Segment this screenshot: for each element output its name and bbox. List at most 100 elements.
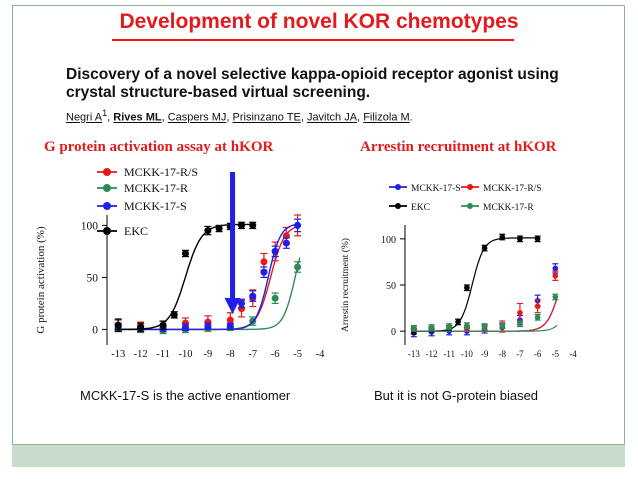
gprotein-mckk-17-s-point: [260, 268, 268, 276]
author-superscript: 1: [102, 108, 108, 118]
highlight-arrow-head: [224, 298, 241, 314]
arrestin-legend-ekc: [389, 203, 407, 209]
author-link[interactable]: Negri A: [66, 111, 103, 124]
gprotein-ekc-point: [159, 321, 167, 329]
arrestin-ekc-point: [464, 284, 470, 291]
gprotein-mckk-17-r-point: [271, 294, 279, 302]
gprotein-mckk-17-r-s-point: [238, 305, 246, 313]
arrestin-legend-mckk-17-r-marker: [467, 203, 473, 209]
arrestin-mckk-17-r-curve: [411, 324, 558, 332]
arrestin-mckk-17-r-point: [534, 314, 541, 321]
gprotein-x-tick-label: -12: [134, 349, 148, 360]
gprotein-mckk-17-r-s-point: [260, 258, 268, 266]
arrestin-ekc-curve: [411, 237, 541, 332]
arrestin-x-tick-label: -8: [499, 349, 507, 359]
arrestin-x-tick-label: -13: [408, 349, 420, 359]
gprotein-y-tick-label: 0: [92, 324, 98, 336]
author-link[interactable]: Rives ML: [113, 111, 162, 124]
gprotein-y-tick-label: 100: [81, 220, 99, 232]
gprotein-legend-mckk-17-r-s-marker: [103, 168, 111, 176]
gprotein-x-tick-label: -9: [204, 349, 213, 360]
gprotein-x-tick-label: -13: [111, 349, 125, 360]
right-caption: But it is not G-protein biased: [374, 388, 539, 403]
arrestin-mckk-17-s-point: [552, 265, 559, 272]
gprotein-mckk-17-s-point: [238, 299, 246, 307]
arrestin-mckk-17-r-point: [552, 294, 559, 300]
arrestin-mckk-17-r-s-point: [552, 272, 559, 279]
arrestin-legend-mckk-17-r: [461, 203, 479, 209]
arrestin-x-tick-label: -9: [481, 349, 489, 359]
arrestin-legend-mckk-17-r-s-marker: [467, 184, 473, 190]
gprotein-legend-mckk-17-s-marker: [103, 202, 111, 210]
arrestin-ekc-point: [517, 236, 523, 242]
gprotein-legend-mckk-17-s-label: MCKK-17-S: [124, 199, 187, 213]
gprotein-legend-ekc-label: EKC: [124, 224, 148, 238]
author-link[interactable]: Caspers MJ: [167, 111, 227, 124]
author-link[interactable]: Javitch JA: [306, 111, 358, 124]
arrestin-legend-mckk-17-r-label: MCKK-17-R: [483, 203, 534, 213]
arrestin-x-tick-label: -10: [461, 349, 473, 359]
arrestin-ekc-point: [534, 236, 541, 242]
gprotein-x-tick-label: -11: [156, 349, 170, 360]
arrestin-legend-ekc-label: EKC: [411, 203, 430, 213]
arrestin-x-tick-label: -12: [426, 349, 438, 359]
arrestin-ekc-point: [481, 245, 488, 251]
arrestin-mckk-17-r-s-point: [534, 303, 541, 310]
gprotein-mckk-17-s-point: [294, 221, 302, 229]
author-link[interactable]: Filizola M: [363, 111, 410, 124]
arrestin-legend-mckk-17-s-marker: [395, 184, 401, 190]
arrestin-y-axis-label: Arrestin recruitment (%): [340, 238, 351, 332]
arrestin-mckk-17-r-point: [446, 323, 453, 330]
gprotein-legend-mckk-17-r-s: [97, 168, 117, 176]
arrestin-y-tick-label: 0: [391, 327, 396, 338]
arrestin-legend-mckk-17-s: [389, 184, 407, 190]
gprotein-legend-ekc: [97, 227, 117, 235]
gprotein-mckk-17-s-curve: [114, 223, 300, 331]
footer-band: [12, 444, 625, 467]
author-link[interactable]: Prisinzano TE: [232, 111, 301, 124]
gprotein-mckk-17-s-point: [226, 322, 234, 330]
gprotein-legend-mckk-17-r-label: MCKK-17-R: [124, 181, 188, 195]
gprotein-mckk-17-r-s-curve: [114, 225, 300, 331]
arrestin-mckk-17-r-point: [481, 323, 488, 330]
gprotein-x-tick-label: -10: [178, 349, 192, 360]
gprotein-ekc-point: [114, 321, 122, 329]
paper-title: Discovery of a novel selective kappa-opi…: [66, 66, 559, 101]
gprotein-ekc-point: [249, 221, 257, 229]
gprotein-x-tick-label: -6: [271, 349, 280, 360]
gprotein-mckk-17-r-s-point: [226, 316, 234, 324]
arrestin-mckk-17-r-point: [499, 322, 506, 329]
gprotein-mckk-17-r-point: [294, 263, 302, 271]
gprotein-y-tick-label: 50: [87, 272, 99, 284]
arrestin-mckk-17-r-point: [411, 325, 417, 332]
right-panel-title: Arrestin recruitment at hKOR: [360, 139, 557, 155]
gprotein-x-tick-label: -8: [226, 349, 235, 360]
arrestin-legend-ekc-marker: [395, 203, 401, 209]
arrestin-legend-mckk-17-r-s: [461, 184, 479, 190]
gprotein-ekc-point: [215, 225, 223, 233]
gprotein-ekc-point: [170, 311, 178, 319]
arrestin-mckk-17-r-point: [464, 322, 470, 329]
gprotein-mckk-17-s-point: [271, 247, 279, 255]
arrestin-ekc-point: [455, 319, 461, 325]
arrestin-x-tick-label: -11: [443, 349, 455, 359]
arrestin-x-tick-label: -6: [534, 349, 542, 359]
arrestin-mckk-17-r-s-point: [517, 309, 523, 316]
gprotein-mckk-17-s-point: [204, 322, 212, 330]
slide-title: Development of novel KOR chemotypes: [119, 10, 519, 33]
gprotein-legend-mckk-17-r-marker: [103, 184, 111, 192]
arrestin-legend-mckk-17-s-label: MCKK-17-S: [411, 184, 461, 194]
gprotein-mckk-17-s-point: [181, 323, 189, 331]
gprotein-x-tick-label: -5: [293, 349, 302, 360]
gprotein-legend-mckk-17-r: [97, 184, 117, 192]
title-underline: [112, 39, 514, 41]
left-caption: MCKK-17-S is the active enantiomer: [80, 388, 291, 403]
gprotein-ekc-point: [181, 249, 189, 257]
arrestin-mckk-17-r-point: [517, 320, 523, 327]
gprotein-mckk-17-s-point: [282, 239, 290, 247]
arrestin-y-tick-label: 100: [381, 235, 396, 246]
arrestin-x-tick-label: -7: [516, 349, 524, 359]
paper-citation: Discovery of a novel selective kappa-opi…: [66, 66, 586, 124]
gprotein-ekc-point: [137, 323, 145, 331]
